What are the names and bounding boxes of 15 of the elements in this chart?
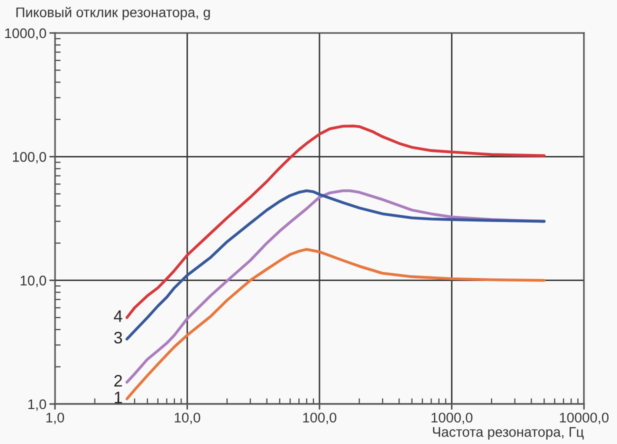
series-label: 4	[114, 310, 122, 322]
y-tick-label: 1000,0	[5, 28, 46, 40]
series-label: 3	[114, 332, 122, 344]
y-tick-label: 100,0	[12, 152, 46, 164]
x-tick-label: 1,0	[46, 412, 64, 424]
y-tick-label: 1,0	[28, 399, 46, 411]
series-label: 2	[114, 374, 122, 387]
x-tick-label: 1000,0	[432, 412, 472, 424]
series-label: 1	[114, 392, 122, 404]
x-axis-title: Частота резонатора, Гц	[433, 427, 584, 440]
x-tick-label: 10,0	[174, 412, 200, 424]
x-tick-label: 100,0	[303, 412, 336, 424]
y-axis-title: Пиковый отклик резонатора, g	[16, 6, 210, 20]
y-tick-label: 10,0	[20, 276, 46, 288]
x-tick-label: 10000,0	[560, 412, 609, 424]
